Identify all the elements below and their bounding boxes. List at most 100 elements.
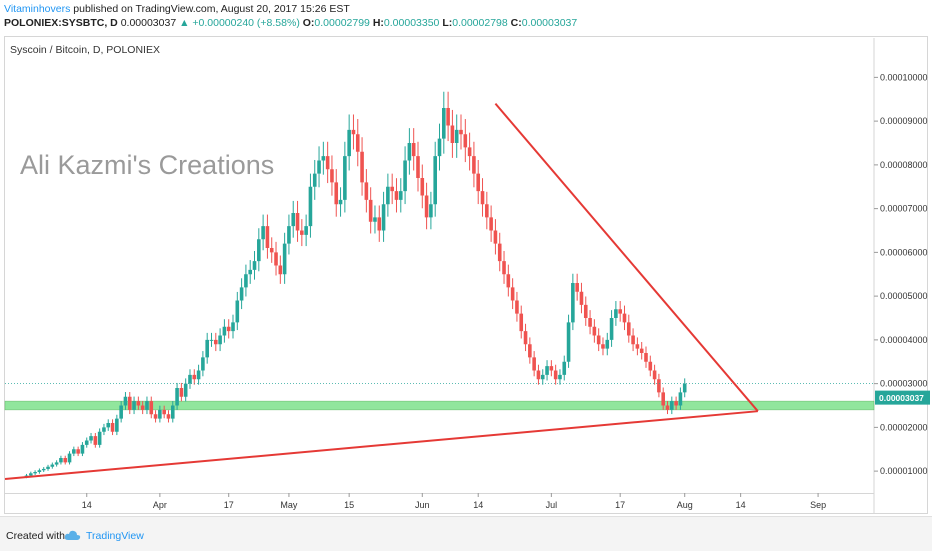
candle-body bbox=[110, 423, 115, 432]
candle-body bbox=[291, 213, 296, 227]
candle-body bbox=[416, 156, 420, 178]
candle-body bbox=[670, 401, 674, 410]
candle-body bbox=[588, 318, 592, 327]
candle-body bbox=[343, 156, 347, 200]
last-price-label: 0.00003037 bbox=[879, 393, 924, 403]
candle-body bbox=[278, 265, 283, 275]
x-tick-label: 14 bbox=[82, 500, 92, 510]
candle-body bbox=[652, 370, 657, 380]
candle-body bbox=[485, 204, 489, 218]
candle-body bbox=[411, 143, 416, 157]
candle-body bbox=[601, 344, 605, 349]
candle-body bbox=[175, 388, 179, 406]
y-tick-label: 0.00002000 bbox=[880, 422, 928, 432]
author-link[interactable]: Vitaminhovers bbox=[4, 3, 71, 15]
candle-body bbox=[261, 226, 265, 240]
candle-body bbox=[80, 444, 85, 454]
candle-body bbox=[407, 143, 412, 161]
x-tick-label: 14 bbox=[473, 500, 483, 510]
candle-body bbox=[493, 230, 498, 244]
candle-body bbox=[218, 335, 222, 345]
candle-body bbox=[549, 366, 554, 371]
candle-body bbox=[226, 326, 231, 332]
candle-body bbox=[398, 191, 403, 200]
candle-body bbox=[609, 318, 614, 340]
candle-body bbox=[506, 274, 511, 288]
candle-body bbox=[106, 423, 111, 428]
candle-body bbox=[596, 335, 601, 345]
candle-body bbox=[644, 353, 648, 362]
symbol-label: POLONIEX:SYSBTC, D bbox=[4, 17, 118, 29]
tradingview-brand-link[interactable]: TradingView bbox=[86, 530, 144, 542]
y-tick-label: 0.00010000 bbox=[880, 72, 928, 82]
candle-body bbox=[614, 309, 618, 318]
candle-body bbox=[132, 401, 136, 410]
candle-body bbox=[72, 449, 76, 454]
candle-body bbox=[37, 470, 42, 472]
x-tick-label: 14 bbox=[736, 500, 746, 510]
y-tick-label: 0.00003000 bbox=[880, 379, 928, 389]
high-label: H: bbox=[372, 17, 384, 29]
candle-body bbox=[558, 374, 562, 380]
candle-body bbox=[239, 287, 244, 301]
y-tick-label: 0.00004000 bbox=[880, 335, 928, 345]
price-change: ▲ +0.00000240 (+8.58%) bbox=[179, 17, 300, 29]
candle-body bbox=[571, 283, 575, 323]
candle-body bbox=[170, 405, 175, 419]
candle-body bbox=[364, 182, 369, 200]
candle-body bbox=[523, 331, 528, 345]
candle-body bbox=[145, 401, 149, 410]
publish-line: Vitaminhovers published on TradingView.c… bbox=[4, 2, 577, 16]
candle-body bbox=[674, 401, 678, 406]
candle-body bbox=[678, 392, 683, 406]
candle-body bbox=[97, 431, 102, 445]
candle-body bbox=[192, 374, 197, 380]
x-tick-label: 17 bbox=[224, 500, 234, 510]
candle-body bbox=[282, 243, 287, 275]
candle-body bbox=[50, 464, 55, 467]
candle-body bbox=[519, 313, 524, 332]
candle-body bbox=[454, 129, 459, 143]
candle-body bbox=[665, 405, 670, 410]
candle-body bbox=[312, 173, 317, 187]
candle-body bbox=[213, 339, 218, 345]
candle-body bbox=[330, 169, 334, 183]
candle-body bbox=[566, 322, 571, 362]
candle-body bbox=[459, 129, 463, 135]
y-tick-label: 0.00009000 bbox=[880, 116, 928, 126]
candle-body bbox=[115, 418, 119, 432]
candle-body bbox=[442, 108, 446, 139]
candle-body bbox=[502, 261, 506, 275]
candle-body bbox=[575, 283, 579, 292]
x-tick-label: Jun bbox=[415, 500, 430, 510]
candle-body bbox=[308, 186, 313, 227]
candle-body bbox=[183, 383, 188, 397]
candle-body bbox=[257, 239, 261, 262]
y-tick-label: 0.00001000 bbox=[880, 466, 928, 476]
candle-body bbox=[166, 414, 171, 419]
open-label: O: bbox=[302, 17, 315, 29]
candle-body bbox=[377, 217, 382, 231]
candle-body bbox=[626, 322, 631, 336]
candle-body bbox=[528, 344, 532, 358]
candle-body bbox=[532, 357, 536, 371]
candle-body bbox=[472, 156, 476, 174]
candle-body bbox=[368, 199, 373, 222]
candle-body bbox=[287, 226, 291, 244]
candle-body bbox=[295, 213, 300, 231]
candle-body bbox=[631, 335, 635, 345]
candle-body bbox=[205, 339, 209, 358]
candle-body bbox=[119, 405, 123, 419]
support-zone bbox=[4, 400, 875, 411]
x-tick-label: Apr bbox=[153, 500, 167, 510]
close-value: 0.00003037 bbox=[521, 17, 578, 29]
candle-body bbox=[583, 304, 588, 318]
candle-body bbox=[450, 125, 455, 143]
candle-body bbox=[381, 204, 386, 231]
candle-body bbox=[188, 374, 192, 384]
candle-body bbox=[437, 138, 442, 157]
candle-body bbox=[93, 436, 98, 445]
candle-body bbox=[140, 405, 145, 410]
candle-body bbox=[153, 414, 158, 419]
